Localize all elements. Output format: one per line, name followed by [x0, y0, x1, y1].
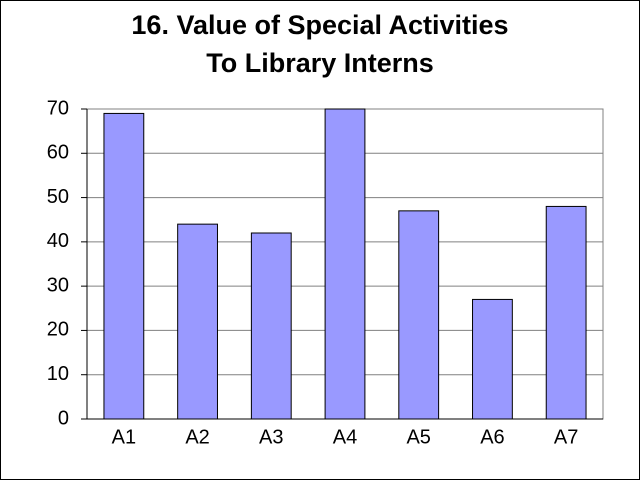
x-tick-label: A1: [112, 426, 136, 448]
bar: [545, 205, 587, 420]
y-tick-label: 60: [47, 142, 69, 164]
bar: [398, 210, 440, 420]
bar: [324, 108, 366, 420]
x-tick-label: A4: [333, 426, 357, 448]
x-tick-label: A3: [259, 426, 283, 448]
bar: [472, 298, 513, 420]
x-tick-label: A2: [185, 426, 209, 448]
bar: [177, 223, 218, 420]
bar: [103, 112, 145, 420]
chart-title: 16. Value of Special Activities: [131, 10, 508, 40]
y-tick-label: 0: [58, 407, 69, 429]
x-tick-label: A6: [480, 426, 504, 448]
y-tick-label: 20: [47, 319, 69, 341]
y-tick-label: 40: [47, 230, 69, 252]
y-tick-label: 70: [47, 97, 69, 119]
x-tick-label: A5: [406, 426, 430, 448]
x-tick-label: A7: [554, 426, 578, 448]
y-tick-label: 50: [47, 186, 69, 208]
chart-title: To Library Interns: [206, 48, 434, 78]
bar: [250, 232, 292, 420]
y-tick-label: 30: [47, 274, 69, 296]
y-tick-label: 10: [47, 363, 69, 385]
